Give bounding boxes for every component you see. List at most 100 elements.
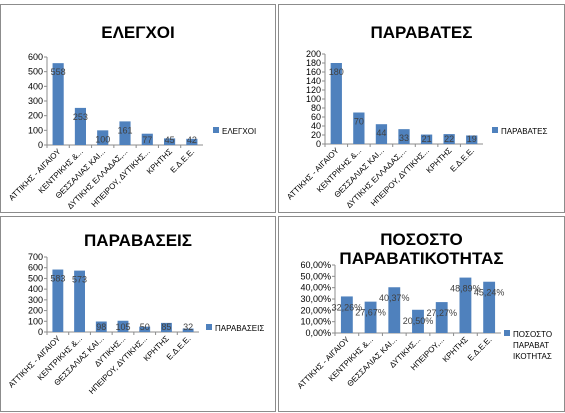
- data-label: 77: [142, 135, 152, 145]
- data-label: 48,89%: [450, 284, 481, 294]
- y-tick-label: 120: [306, 85, 321, 95]
- legend-label: ΕΛΕΓΧΟΙ: [222, 127, 257, 136]
- bar: [139, 326, 151, 332]
- data-label: 22: [444, 134, 454, 144]
- legend-swatch: [206, 324, 212, 330]
- y-tick-label: 40: [311, 121, 321, 131]
- x-tick-label: Ε.Δ.Ε.Ε.: [466, 335, 494, 363]
- x-tick-label: ΚΡΗΤΗΣ: [441, 335, 470, 364]
- chart-legend: ΠΑΡΑΒΑΣΕΙΣ: [206, 323, 264, 334]
- data-label: 85: [161, 322, 171, 332]
- bar: [398, 129, 410, 144]
- data-label: 161: [117, 125, 132, 135]
- y-tick-label: 400: [28, 284, 43, 294]
- y-tick-label: 600: [28, 263, 43, 273]
- y-tick-label: 50,00%: [300, 271, 331, 281]
- chart-legend: ΠΟΣΟΣΤΟ ΠΑΡΑΒΑΤ ΙΚΟΤΗΤΑΣ: [504, 329, 552, 362]
- chart-panel-elegxoi: ΕΛΕΓΧΟΙ 0 100 200 300 400 500 600 558 ΑΤΤΙΚΗΣ - …: [0, 4, 276, 213]
- bar: [435, 302, 448, 333]
- y-tick-label: 600: [28, 52, 43, 62]
- legend-swatch: [213, 127, 219, 133]
- bar: [182, 328, 194, 332]
- data-label: 33: [399, 133, 409, 143]
- data-label: 21: [422, 134, 432, 144]
- chart-title-line-2: ΠΑΡΑΒΑΤΙΚΟΤΗΤΑΣ: [339, 249, 504, 268]
- data-label: 180: [329, 67, 344, 77]
- legend-label-line-1: ΠΟΣΟΣΤΟ: [513, 330, 553, 339]
- x-tick-label: Ε.Δ.Ε.Ε.: [165, 334, 193, 362]
- legend-label-line-3: ΙΚΟΤΗΤΑΣ: [513, 352, 552, 361]
- y-tick-label: 60: [311, 112, 321, 122]
- chart-title-line-1: ΠΟΣΟΣΤΟ: [380, 230, 463, 249]
- data-label: 253: [73, 112, 88, 122]
- chart-panel-paravaseis: ΠΑΡΑΒΑΣΕΙΣ 0 100 200 300 400 500 600 700 583 ΑΤΤΙ…: [0, 216, 276, 412]
- bar: [364, 301, 377, 333]
- bar: [420, 134, 433, 144]
- y-tick-label: 10,00%: [300, 317, 331, 327]
- y-tick-label: 20: [311, 130, 321, 140]
- y-tick-label: 160: [306, 67, 321, 77]
- bar: [52, 269, 64, 332]
- y-tick-label: 0: [316, 139, 321, 149]
- bar: [161, 322, 172, 332]
- data-label: 42: [187, 135, 197, 145]
- bar: [483, 281, 496, 333]
- data-label: 50: [140, 322, 150, 332]
- data-label: 105: [115, 322, 130, 332]
- bar: [95, 321, 107, 332]
- bar: [119, 121, 131, 145]
- legend-swatch: [492, 127, 498, 133]
- y-tick-label: 80: [311, 103, 321, 113]
- data-label: 27,27%: [426, 308, 457, 318]
- chart-title: ΕΛΕΓΧΟΙ: [101, 23, 175, 42]
- data-label: 98: [96, 322, 106, 332]
- legend-swatch: [504, 330, 510, 336]
- chart-title: ΠΑΡΑΒΑΤΕΣ: [370, 23, 473, 42]
- y-tick-label: 500: [28, 67, 43, 77]
- data-label: 44: [376, 128, 386, 138]
- bar: [443, 134, 455, 144]
- y-tick-label: 200: [306, 49, 321, 59]
- y-tick-label: 200: [28, 111, 43, 121]
- y-tick-label: 300: [28, 96, 43, 106]
- bar: [52, 63, 64, 145]
- chart-plot: 0,00%10,00% 20,00%30,00%40,00% 50,00%60,00…: [296, 260, 505, 391]
- data-label: 27,67%: [355, 308, 386, 318]
- y-tick-label: 30,00%: [300, 294, 331, 304]
- y-tick-label: 40,00%: [300, 283, 331, 293]
- x-tick-label: Ε.Δ.Ε.Ε.: [169, 147, 197, 175]
- x-tick-label: Ε.Δ.Ε.Ε.: [448, 146, 476, 174]
- bar: [412, 309, 424, 333]
- bar: [74, 107, 86, 145]
- y-tick-label: 300: [28, 295, 43, 305]
- chart-panel-pososto: ΠΟΣΟΣΤΟ ΠΑΡΑΒΑΤΙΚΟΤΗΤΑΣ 0,00% 10,00% 20,00…: [278, 216, 565, 412]
- bar: [97, 130, 109, 145]
- bar: [186, 138, 198, 145]
- legend-label: ΠΟΣΟΣΤΟ ΠΑΡΑΒΑΤ ΙΚΟΤΗΤΑΣ: [513, 329, 552, 362]
- chart-title: ΠΑΡΑΒΑΣΕΙΣ: [84, 231, 192, 250]
- bar: [74, 270, 85, 332]
- data-label: 32: [183, 322, 193, 332]
- data-label: 573: [72, 275, 87, 285]
- y-tick-label: 20,00%: [300, 305, 331, 315]
- data-label: 32,26%: [332, 302, 363, 312]
- chart-title: ΠΟΣΟΣΤΟ ΠΑΡΑΒΑΤΙΚΟΤΗΤΑΣ: [279, 230, 564, 268]
- bar: [164, 138, 176, 145]
- data-label: 19: [467, 134, 477, 144]
- bar: [330, 63, 342, 144]
- bar: [141, 133, 153, 145]
- y-tick-label: 0: [38, 140, 43, 150]
- y-tick-label: 100: [28, 316, 43, 326]
- y-tick-label: 60,00%: [300, 260, 331, 270]
- legend-label-line-2: ΠΑΡΑΒΑΤ: [513, 341, 550, 350]
- bar: [459, 277, 472, 333]
- data-label: 45,24%: [474, 288, 505, 298]
- chart-panel-paravates: ΠΑΡΑΒΑΤΕΣ 0 20 40 60 80 100 120 140 160 180 200 180…: [278, 4, 565, 213]
- y-tick-label: 180: [306, 58, 321, 68]
- y-tick-label: 400: [28, 81, 43, 91]
- data-label: 583: [50, 274, 65, 284]
- bar: [375, 124, 388, 144]
- y-tick-label: 200: [28, 306, 43, 316]
